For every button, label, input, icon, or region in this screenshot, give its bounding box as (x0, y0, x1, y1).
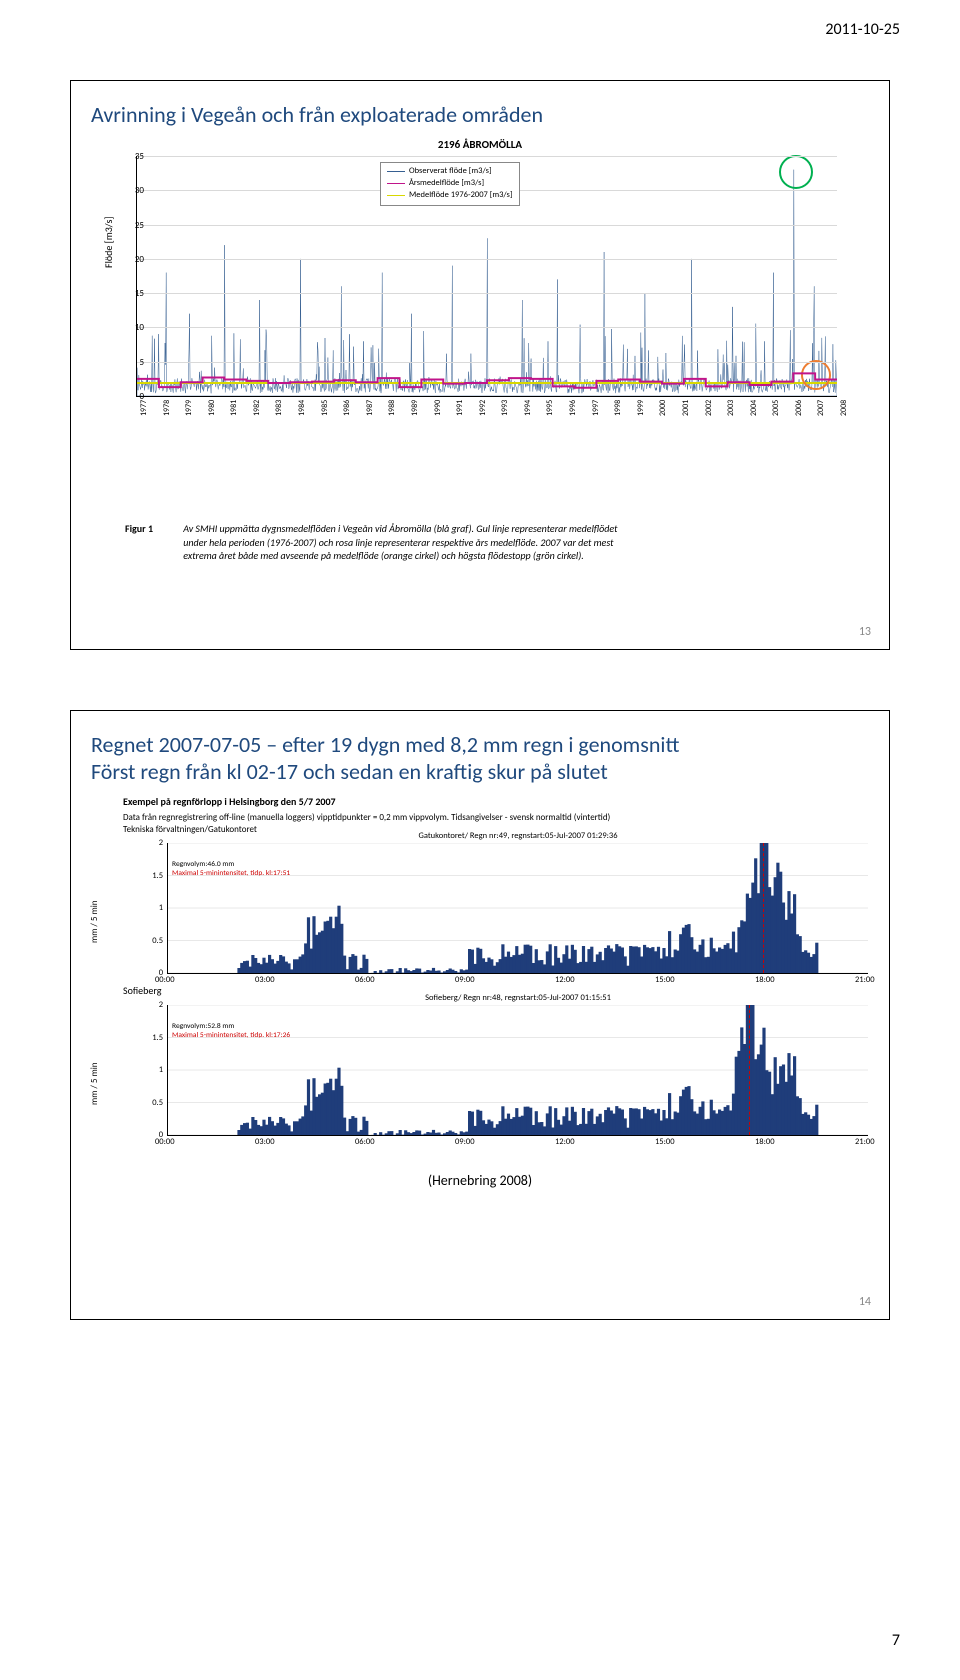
rain-figure: Exempel på regnförlopp i Helsingborg den… (117, 795, 873, 1136)
slide1-title: Avrinning i Vegeån och från exploaterade… (91, 101, 873, 128)
slide1-number: 13 (859, 625, 871, 639)
rainB-bars (168, 1005, 868, 1135)
rain-chart-sofieberg: Sofieberg/ Regn nr:48, regnstart:05-Jul-… (167, 1005, 868, 1136)
slide-1: Avrinning i Vegeån och från exploaterade… (70, 80, 890, 650)
rainA-ylabel: mm / 5 min (89, 900, 100, 943)
year-average-line (137, 156, 837, 396)
slide2-title-line1: Regnet 2007-07-05 – efter 19 dygn med 8,… (91, 731, 679, 758)
slide2-title: Regnet 2007-07-05 – efter 19 dygn med 8,… (91, 731, 873, 785)
page-number: 7 (892, 1631, 900, 1650)
rainA-title: Gatukontoret/ Regn nr:49, regnstart:05-J… (418, 831, 617, 841)
slide-2: Regnet 2007-07-05 – efter 19 dygn med 8,… (70, 710, 890, 1320)
slide2-title-line2: Först regn från kl 02-17 och sedan en kr… (91, 758, 608, 785)
rainB-title: Sofieberg/ Regn nr:48, regnstart:05-Jul-… (425, 993, 611, 1003)
flow-chart: 2196 ÅBROMÖLLA Flöde [m3/s] Observerat f… (100, 138, 860, 458)
page: 2011-10-25 Avrinning i Vegeån och från e… (0, 0, 960, 1680)
chart1-title: 2196 ÅBROMÖLLA (100, 138, 860, 151)
example-title: Exempel på regnförlopp i Helsingborg den… (123, 795, 873, 808)
figure-caption: Figur 1 Av SMHI uppmätta dygnsmedelflöde… (125, 522, 645, 563)
slide2-number: 14 (859, 1295, 871, 1309)
figure-label: Figur 1 (125, 522, 181, 536)
slide2-footer: (Hernebring 2008) (87, 1172, 873, 1189)
header-date: 2011-10-25 (825, 20, 900, 39)
y-axis-label: Flöde [m3/s] (102, 217, 115, 268)
rainA-peak-line (763, 843, 764, 973)
plot-area (136, 156, 837, 397)
rainB-peak-line (749, 1005, 750, 1135)
rainB-ylabel: mm / 5 min (89, 1062, 100, 1105)
rain-chart-gatukontoret: Gatukontoret/ Regn nr:49, regnstart:05-J… (167, 843, 868, 974)
figure-caption-body: Av SMHI uppmätta dygnsmedelflöden i Vege… (183, 522, 623, 563)
